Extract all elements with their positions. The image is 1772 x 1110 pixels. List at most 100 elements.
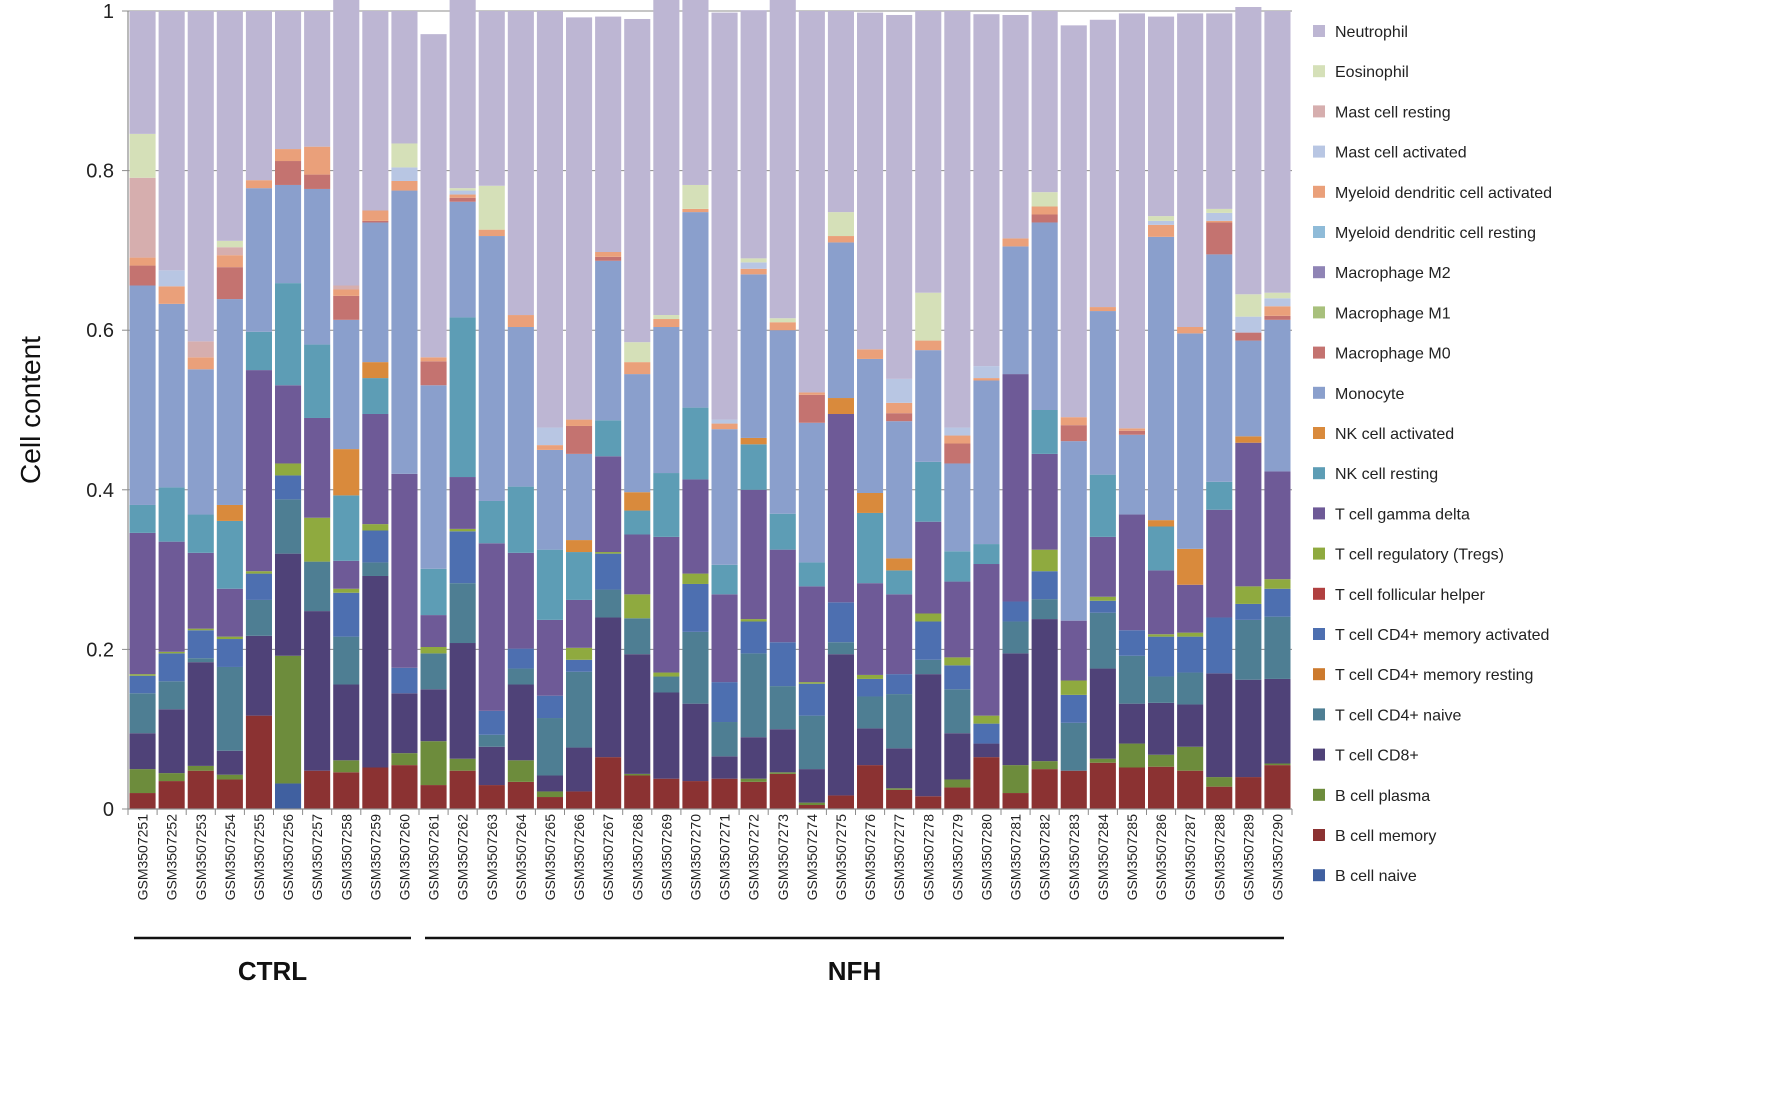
bar-segment-t-cell-gamma-delta <box>536 619 563 696</box>
bar-segment-t-cell-cd8- <box>507 684 534 761</box>
bar-segment-t-cell-cd4-memory-activated <box>536 695 563 719</box>
bar-segment-nk-cell-resting <box>304 344 331 418</box>
bar-segment-monocyte <box>624 374 651 493</box>
bar-stack-GSM3507258 <box>333 0 360 809</box>
bar-segment-t-cell-cd4-naive <box>740 653 767 738</box>
bar-segment-b-cell-plasma <box>1148 754 1175 767</box>
bar-segment-t-cell-gamma-delta <box>566 599 593 648</box>
bar-segment-b-cell-memory <box>740 781 767 809</box>
x-tick-label: GSM3507261 <box>426 814 442 901</box>
legend-swatch <box>1313 628 1325 640</box>
bar-segment-myeloid-dendritic-cell-activated <box>478 229 505 237</box>
legend-label: T cell follicular helper <box>1335 587 1486 604</box>
x-tick-label: GSM3507276 <box>862 814 878 901</box>
bar-stack-GSM3507266 <box>566 17 593 809</box>
bar-segment-nk-cell-resting <box>857 512 884 584</box>
bar-segment-t-cell-gamma-delta <box>1089 536 1116 597</box>
bar-segment-macrophage-m0 <box>449 197 476 202</box>
bar-segment-t-cell-cd4-memory-activated <box>1118 630 1145 656</box>
bar-segment-t-cell-cd8- <box>1118 703 1145 744</box>
bar-stack-GSM3507260 <box>391 11 418 809</box>
bar-stacks <box>129 0 1291 809</box>
legend-label: B cell plasma <box>1335 788 1430 805</box>
legend-label: Neutrophil <box>1335 24 1408 41</box>
legend-swatch <box>1313 25 1325 37</box>
bar-segment-b-cell-plasma <box>216 774 243 780</box>
legend-swatch <box>1313 346 1325 359</box>
legend-item-t-cell-cd4-naive: T cell CD4+ naive <box>1313 707 1462 724</box>
bar-segment-monocyte <box>653 327 680 474</box>
bar-segment-b-cell-plasma <box>886 788 913 790</box>
bar-segment-b-cell-plasma <box>507 760 534 782</box>
bar-segment-neutrophil <box>973 14 1000 367</box>
legend-swatch <box>1313 65 1325 78</box>
bar-segment-t-cell-gamma-delta <box>973 564 1000 716</box>
bar-segment-monocyte <box>187 369 214 515</box>
bar-segment-t-cell-cd8- <box>566 747 593 792</box>
legend-label: T cell regulatory (Tregs) <box>1335 547 1504 564</box>
bar-segment-eosinophil <box>915 292 942 341</box>
bar-segment-t-cell-cd4-naive <box>653 676 680 693</box>
x-tick-label: GSM3507263 <box>484 814 500 901</box>
bar-stack-GSM3507265 <box>536 11 563 809</box>
legend-item-mast-cell-resting: Mast cell resting <box>1313 104 1451 121</box>
bar-segment-macrophage-m0 <box>1060 425 1087 442</box>
bar-segment-t-cell-regulatory-tregs- <box>740 619 767 622</box>
bar-segment-t-cell-cd4-naive <box>711 722 738 757</box>
x-tick-label: GSM3507278 <box>920 814 936 901</box>
bar-segment-t-cell-gamma-delta <box>449 477 476 529</box>
bar-segment-t-cell-cd4-naive <box>304 561 331 612</box>
legend-swatch <box>1313 507 1325 520</box>
sample-groups: CTRL NFH <box>134 936 1284 986</box>
bar-segment-t-cell-regulatory-tregs- <box>1264 579 1291 589</box>
legend-swatch <box>1313 306 1325 319</box>
bar-segment-t-cell-cd4-naive <box>1177 672 1204 705</box>
bar-segment-monocyte <box>798 422 825 563</box>
legend-label: T cell CD8+ <box>1335 748 1419 765</box>
bar-segment-t-cell-gamma-delta <box>1264 471 1291 580</box>
bar-segment-b-cell-plasma <box>624 773 651 776</box>
bar-segment-monocyte <box>1031 222 1058 410</box>
legend-label: Macrophage M2 <box>1335 265 1451 282</box>
x-tick-label: GSM3507273 <box>775 814 791 901</box>
bar-segment-t-cell-gamma-delta <box>769 549 796 643</box>
bar-stack-GSM3507251 <box>129 11 156 809</box>
bar-segment-t-cell-cd4-memory-activated <box>944 665 971 690</box>
bar-segment-t-cell-cd8- <box>827 654 854 796</box>
bar-segment-mast-cell-activated <box>449 190 476 195</box>
bar-segment-mast-cell-resting <box>129 177 156 258</box>
bar-segment-mast-cell-activated <box>1206 212 1233 221</box>
bar-segment-myeloid-dendritic-cell-activated <box>507 315 534 328</box>
bar-segment-b-cell-memory <box>886 789 913 809</box>
legend-item-t-cell-cd4-memory-activated: T cell CD4+ memory activated <box>1313 627 1549 644</box>
bar-segment-t-cell-cd4-memory-activated <box>711 682 738 723</box>
bar-segment-t-cell-gamma-delta <box>1060 620 1087 681</box>
bar-segment-b-cell-plasma <box>1031 761 1058 770</box>
bar-segment-t-cell-cd4-memory-activated <box>827 602 854 643</box>
bar-segment-nk-cell-activated <box>362 362 389 379</box>
legend-item-b-cell-plasma: B cell plasma <box>1313 788 1430 805</box>
bar-segment-t-cell-cd4-memory-activated <box>478 710 505 735</box>
gridlines <box>128 10 1292 650</box>
legend-item-myeloid-dendritic-cell-resting: Myeloid dendritic cell resting <box>1313 225 1536 242</box>
bar-segment-t-cell-cd4-naive <box>566 671 593 748</box>
bar-segment-b-cell-memory <box>1118 767 1145 809</box>
bar-segment-myeloid-dendritic-cell-activated <box>1089 307 1116 312</box>
bar-segment-t-cell-regulatory-tregs- <box>1148 634 1175 637</box>
bar-segment-monocyte <box>1206 254 1233 482</box>
bar-segment-t-cell-cd4-naive <box>798 715 825 770</box>
bar-segment-nk-cell-resting <box>216 520 243 589</box>
legend-swatch <box>1313 266 1325 279</box>
bar-segment-myeloid-dendritic-cell-activated <box>420 357 447 362</box>
bar-segment-mast-cell-activated <box>1148 220 1175 225</box>
x-tick-label: GSM3507287 <box>1182 814 1198 901</box>
bar-segment-t-cell-gamma-delta <box>507 552 534 649</box>
legend-label: B cell naive <box>1335 868 1417 885</box>
bar-segment-t-cell-cd4-naive <box>1089 612 1116 669</box>
legend-label: T cell CD4+ memory resting <box>1335 667 1533 684</box>
bar-segment-t-cell-regulatory-tregs- <box>275 463 302 476</box>
legend-item-macrophage-m1: Macrophage M1 <box>1313 305 1451 322</box>
bar-segment-b-cell-memory <box>915 796 942 809</box>
bar-segment-neutrophil <box>1060 25 1087 418</box>
x-tick-label: GSM3507252 <box>164 814 180 901</box>
